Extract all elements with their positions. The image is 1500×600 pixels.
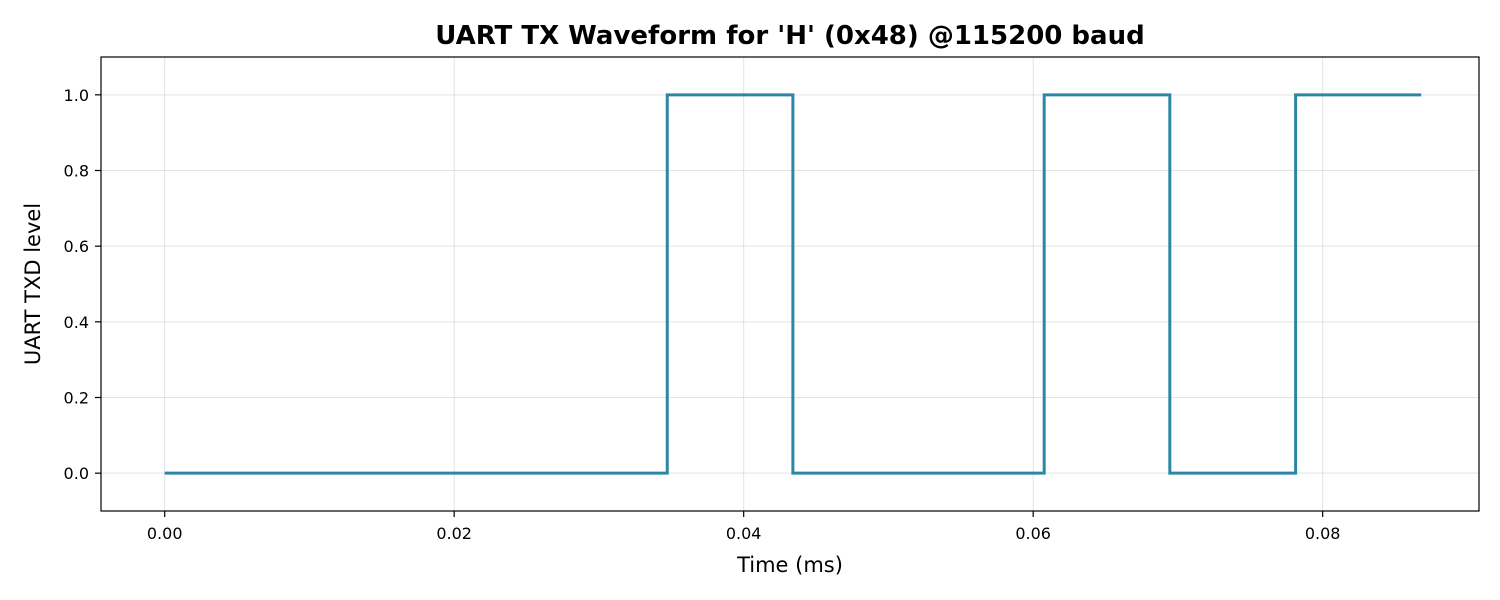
tick-layer: 0.00 0.02 0.04 0.06 0.08 0.0 0.2 0.4 0.6 0.8 1.0: [64, 86, 1341, 543]
y-tick-label: 0.2: [64, 389, 89, 408]
plot-frame: [100, 56, 1480, 512]
y-tick-label: 0.4: [64, 313, 89, 332]
x-tick-label: 0.08: [1305, 524, 1341, 543]
y-tick-label: 0.8: [64, 162, 89, 181]
grid-layer: [101, 57, 1479, 511]
x-tick-label: 0.06: [1015, 524, 1051, 543]
y-tick-label: 0.6: [64, 237, 89, 256]
x-tick-label: 0.04: [726, 524, 762, 543]
y-tick-label: 1.0: [64, 86, 89, 105]
y-tick-label: 0.0: [64, 464, 89, 483]
series-layer: [164, 93, 1422, 475]
chart-title: UART TX Waveform for 'H' (0x48) @115200 …: [435, 21, 1144, 51]
waveform-line: [164, 93, 1422, 475]
y-axis-label: UART TXD level: [21, 203, 45, 365]
x-tick-label: 0.00: [147, 524, 183, 543]
x-axis-label: Time (ms): [736, 553, 843, 577]
x-tick-label: 0.02: [436, 524, 472, 543]
